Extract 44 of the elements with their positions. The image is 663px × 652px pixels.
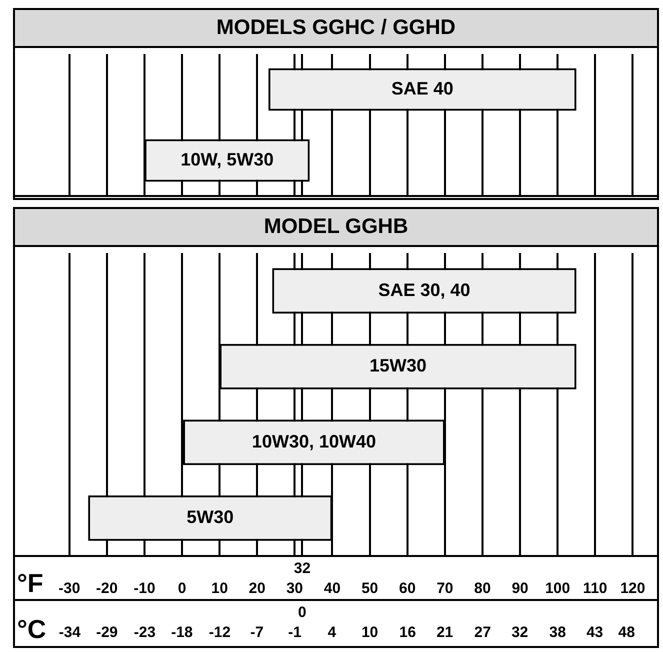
chart-title: MODELS GGHC / GGHD (13, 8, 659, 48)
x-tick-label: 60 (399, 580, 416, 597)
x2-tick-label: -12 (208, 624, 231, 641)
x2-tick-label: 16 (399, 624, 416, 641)
y-tick-label: 10W, 5W30 (180, 149, 274, 170)
x-tick-label: 10 (211, 580, 228, 597)
x2-tick-label: -23 (134, 624, 156, 641)
x2-tick-label: -34 (58, 624, 82, 641)
x-tick-label: -20 (96, 580, 118, 597)
x-axis-title: °F (17, 568, 44, 598)
x-tick-label: 30 (286, 580, 304, 597)
x2-tick-label: -7 (250, 624, 264, 641)
x-tick-label: 120 (620, 580, 646, 597)
x-tick-label: 80 (474, 580, 491, 597)
x-tick-label: 50 (361, 580, 378, 597)
x2-tick-label: 48 (618, 624, 635, 641)
x-tick-label: 0 (178, 580, 186, 597)
x2-axis-title: °C (17, 614, 46, 644)
y-tick-label: 5W30 (186, 507, 234, 528)
x-tick-label: -30 (58, 580, 80, 597)
x-tick-label: -10 (134, 580, 156, 597)
text: 32 (294, 560, 311, 577)
y-tick-label: SAE 40 (391, 78, 454, 98)
y-tick-label: 15W30 (369, 356, 426, 376)
x-tick-label: 40 (324, 580, 341, 597)
x2-tick-label: 21 (436, 624, 454, 641)
x-tick-label: 20 (248, 580, 266, 597)
x-tick-label: 110 (583, 580, 608, 597)
x2-tick-label: 32 (511, 624, 528, 641)
x2-tick-label: 27 (474, 624, 491, 641)
x2-tick-label: 43 (586, 624, 604, 641)
y-tick-label: 10W30, 10W40 (252, 431, 376, 452)
x2-tick-label: 10 (361, 624, 378, 641)
y-tick-label: SAE 30, 40 (378, 280, 470, 300)
x2-tick-label: -18 (171, 624, 193, 641)
x2-tick-label: -29 (96, 624, 118, 641)
x-tick-label: 90 (512, 580, 528, 597)
x2-tick-label: 38 (549, 624, 566, 641)
x-tick-label: 70 (436, 580, 454, 597)
x2-tick-label: -1 (288, 624, 302, 641)
chart-title: MODEL GGHB (13, 207, 659, 247)
text: 0 (298, 604, 306, 621)
x2-tick-label: 4 (328, 624, 337, 641)
x-tick-label: 100 (545, 580, 570, 597)
